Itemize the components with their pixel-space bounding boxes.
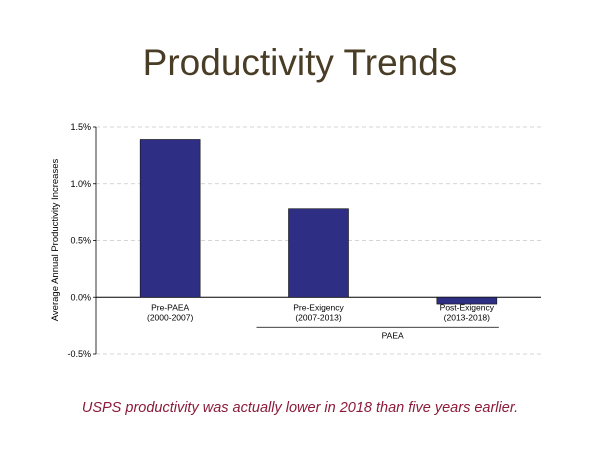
y-axis-label: Average Annual Productivity Increases [50, 159, 61, 322]
x-category-label: Pre-PAEA [151, 302, 189, 312]
y-tick-label: 0.0% [70, 292, 91, 302]
x-category-label: Pre-Exigency [293, 302, 344, 312]
labels: 1.5% 1.0% 0.5% 0.0% -0.5% Pre-PAEA(2000-2007)… [67, 122, 494, 359]
x-category-label: Post-Exigency [440, 302, 495, 312]
bar [139, 139, 201, 298]
bars [139, 139, 498, 305]
group-label: PAEA [382, 330, 404, 340]
caption: USPS productivity was actually lower in … [81, 400, 519, 416]
y-tick-label: 1.0% [70, 179, 91, 189]
y-tick-label: -0.5% [67, 349, 91, 359]
y-tick-label: 0.5% [70, 236, 91, 246]
y-tick-label: 1.5% [70, 122, 91, 132]
bar [288, 208, 349, 298]
x-category-label: (2013-2018) [444, 312, 490, 322]
x-category-label: (2007-2013) [295, 312, 341, 322]
chart-title: Productivity Trends [142, 42, 458, 83]
bar [436, 296, 498, 305]
x-category-label: (2000-2007) [147, 312, 193, 322]
